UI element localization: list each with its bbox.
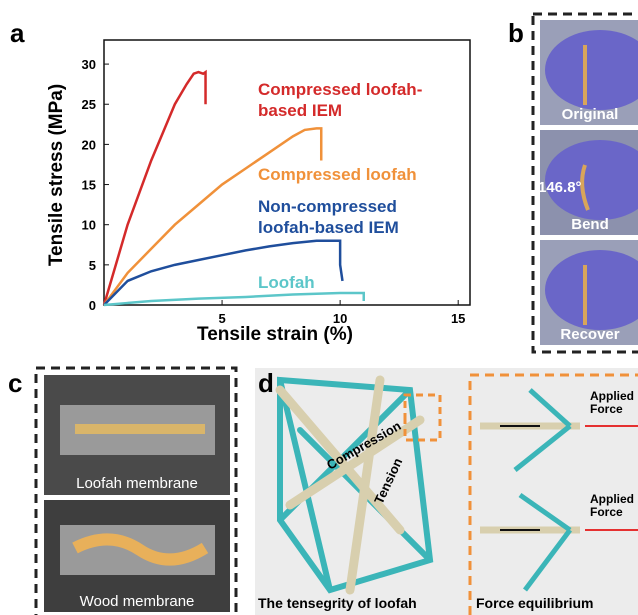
y-tick-label: 30 <box>82 57 96 72</box>
caption: Force equilibrium <box>476 595 593 611</box>
series-label: Compressed loofah <box>258 165 417 184</box>
y-tick-label: 0 <box>89 298 96 313</box>
y-tick-label: 5 <box>89 258 96 273</box>
force-label: Force <box>590 402 623 416</box>
series-label: Non-compressed <box>258 197 397 216</box>
angle-label: 146.8° <box>538 179 582 196</box>
photo-label: Bend <box>571 216 609 233</box>
series-label: loofah-based IEM <box>258 218 399 237</box>
y-tick-label: 10 <box>82 218 96 233</box>
photo-label: Original <box>562 106 619 123</box>
panel-letter: a <box>10 18 25 48</box>
x-tick-label: 15 <box>451 311 465 326</box>
series-label: based IEM <box>258 101 342 120</box>
x-tick-label: 10 <box>333 311 347 326</box>
panel-letter: b <box>508 18 524 48</box>
y-tick-label: 25 <box>82 97 96 112</box>
photo-label: Wood membrane <box>80 593 195 610</box>
y-axis-title: Tensile stress (MPa) <box>46 84 67 266</box>
x-axis-title: Tensile strain (%) <box>197 324 353 345</box>
photo-label: Loofah membrane <box>76 475 198 492</box>
series-label: Loofah <box>258 273 315 292</box>
sample <box>583 265 587 325</box>
figure: a b Original Bend Recover 146.8° c Loofa… <box>0 0 638 615</box>
panel-letter: d <box>258 368 274 398</box>
force-label: Applied <box>590 492 634 506</box>
sample <box>75 424 205 434</box>
x-tick-label: 5 <box>218 311 225 326</box>
panel-letter: c <box>8 368 22 398</box>
sample <box>583 45 587 105</box>
force-label: Applied <box>590 389 634 403</box>
caption: The tensegrity of loofah <box>258 595 417 611</box>
y-tick-label: 15 <box>82 178 96 193</box>
y-tick-label: 20 <box>82 137 96 152</box>
force-label: Force <box>590 505 623 519</box>
series-label: Compressed loofah- <box>258 80 422 99</box>
photo-label: Recover <box>560 326 619 343</box>
